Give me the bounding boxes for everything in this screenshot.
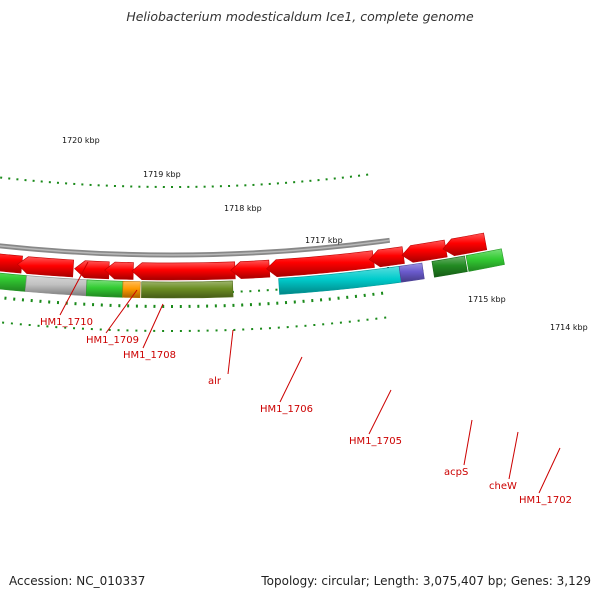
gene-label: HM1_1705 [349,436,402,447]
accession-text: Accession: NC_010337 [9,574,146,588]
gene-feature-red [230,259,271,279]
gene-feature-red [17,256,75,278]
gene-label-pointer [279,356,303,403]
gene-label-pointer [538,447,561,494]
gene-feature-red [0,253,23,274]
gene-label: HM1_1706 [260,404,313,415]
gene-feature-purple [398,262,425,283]
gene-label: HM1_1709 [86,335,139,346]
gene-feature-red [368,246,405,268]
gene-label-pointer [227,329,234,375]
topology-text: Topology: circular; Length: 3,075,407 bp… [261,574,591,588]
gene-label: alr [208,376,222,387]
tick-label: 1714 kbp [550,323,588,332]
gene-label-pointer [368,389,392,435]
gene-feature-red [442,232,488,257]
tick-label: 1715 kbp [468,295,506,304]
gene-feature-red [74,260,110,280]
genome-backbone-highlight [0,239,390,256]
gene-feature-red [401,239,448,263]
gene-feature-green [85,279,124,298]
gene-label-pointer [463,419,473,466]
gene-feature-red [131,261,236,281]
gene-label: acpS [444,467,468,478]
gene-label-pointer [142,303,164,349]
gene-label-pointer [508,431,519,480]
tick-label: 1720 kbp [62,136,100,145]
gene-label: HM1_1702 [519,495,572,506]
tick-label: 1718 kbp [224,204,262,213]
gene-feature-orange [122,280,141,299]
gene-label: cheW [489,481,517,492]
gene-label: HM1_1708 [123,350,176,361]
gene-feature-green [465,248,505,272]
gene-label: HM1_1710 [40,317,93,328]
gene-feature-darkgreen [431,255,468,278]
gene-feature-gray [24,275,88,297]
gene-feature-olive [141,280,234,299]
tick-label: 1719 kbp [143,170,181,179]
map-title: Heliobacterium modesticaldum Ice1, compl… [126,9,474,24]
gene-label-pointer [105,289,138,334]
tick-label: 1717 kbp [305,236,343,245]
gene-label-pointer [59,261,89,316]
